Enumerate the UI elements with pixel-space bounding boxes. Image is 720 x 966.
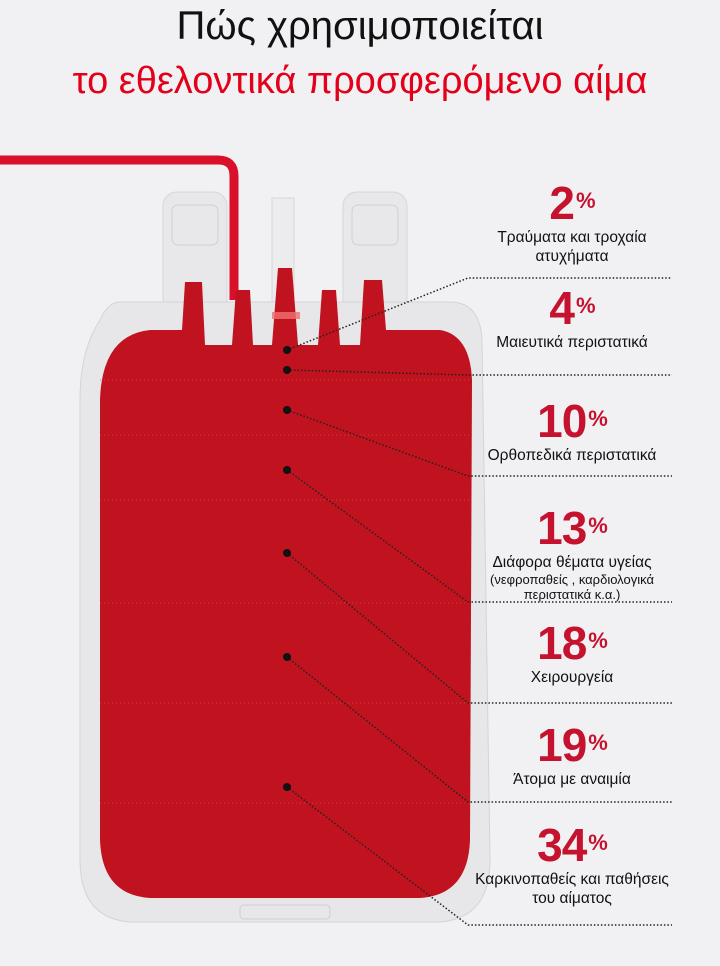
category-label: Άτομα με αναιμία bbox=[513, 771, 631, 788]
percent-sign: % bbox=[576, 188, 596, 213]
category-item: 19% Άτομα με αναιμία bbox=[462, 722, 682, 789]
marker-dot bbox=[283, 466, 291, 474]
category-label: Ορθοπεδικά περιστατικά bbox=[487, 447, 657, 464]
category-sublabel: (νεφροπαθείς , καρδιολογικά περιστατικά … bbox=[490, 572, 654, 602]
category-item: 4% Μαιευτικά περιστατικά bbox=[462, 285, 682, 352]
percent-number: 10 bbox=[537, 395, 587, 447]
leader-line bbox=[286, 469, 672, 603]
percent-value: 4% bbox=[462, 285, 682, 331]
category-label: Καρκινοπαθείς και παθήσεις του αίματος bbox=[475, 871, 669, 907]
leader-line bbox=[286, 369, 672, 376]
title-line-2: το εθελοντικά προσφερόμενο αίμα bbox=[72, 60, 648, 102]
percent-value: 13% bbox=[462, 505, 682, 551]
bag-port-right bbox=[342, 191, 408, 313]
percent-number: 19 bbox=[537, 719, 587, 771]
leader-line bbox=[286, 786, 672, 926]
marker-dot bbox=[283, 406, 291, 414]
marker-dot bbox=[283, 366, 291, 374]
leader-line bbox=[286, 409, 672, 477]
percent-number: 2 bbox=[549, 177, 575, 229]
marker-dot bbox=[283, 783, 291, 791]
percent-number: 4 bbox=[549, 282, 575, 334]
percent-value: 19% bbox=[462, 722, 682, 768]
marker-dot bbox=[283, 346, 291, 354]
percent-value: 10% bbox=[462, 398, 682, 444]
marker-dot bbox=[283, 549, 291, 557]
percent-value: 18% bbox=[462, 620, 682, 666]
percent-number: 18 bbox=[537, 617, 587, 669]
marker-dot bbox=[283, 653, 291, 661]
percent-value: 2% bbox=[462, 180, 682, 226]
percent-sign: % bbox=[588, 406, 608, 431]
blood-fill bbox=[100, 268, 472, 898]
category-item: 18% Χειρουργεία bbox=[462, 620, 682, 687]
category-label: Μαιευτικά περιστατικά bbox=[496, 334, 648, 351]
percent-sign: % bbox=[588, 730, 608, 755]
category-item: 2% Τραύματα και τροχαία ατυχήματα bbox=[462, 180, 682, 266]
category-item: 34% Καρκινοπαθείς και παθήσεις του αίματ… bbox=[462, 822, 682, 908]
percent-sign: % bbox=[588, 830, 608, 855]
percent-number: 13 bbox=[537, 502, 587, 554]
percent-number: 34 bbox=[537, 819, 587, 871]
category-item: 10% Ορθοπεδικά περιστατικά bbox=[462, 398, 682, 465]
percent-sign: % bbox=[588, 628, 608, 653]
category-item: 13% Διάφορα θέματα υγείας (νεφροπαθείς ,… bbox=[462, 505, 682, 602]
leader-line bbox=[286, 552, 672, 704]
category-label: Τραύματα και τροχαία ατυχήματα bbox=[497, 229, 647, 265]
category-label: Χειρουργεία bbox=[530, 669, 614, 686]
percent-value: 34% bbox=[462, 822, 682, 868]
category-label: Διάφορα θέματα υγείας bbox=[492, 554, 652, 571]
title-line-1: Πώς χρησιμοποιείται bbox=[176, 4, 544, 48]
tube bbox=[0, 155, 239, 300]
bag-bottom-tab bbox=[239, 904, 331, 920]
percent-sign: % bbox=[588, 513, 608, 538]
leader-line bbox=[286, 656, 672, 803]
percent-sign: % bbox=[576, 293, 596, 318]
